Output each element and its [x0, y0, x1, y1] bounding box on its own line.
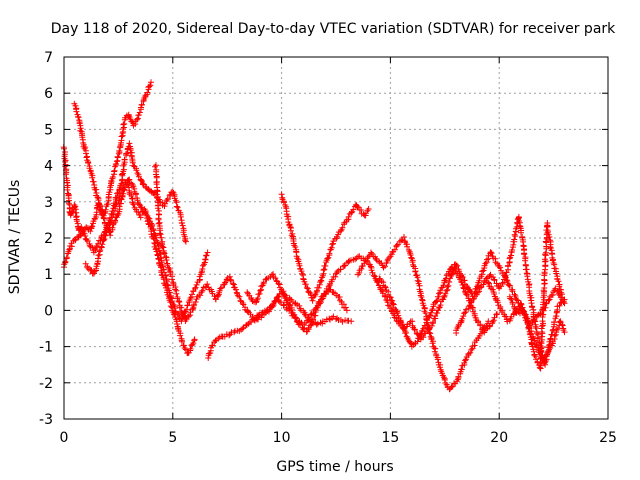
- x-tick-label: 10: [273, 430, 291, 446]
- data-points: [355, 234, 492, 393]
- x-tick-label: 5: [168, 430, 177, 446]
- x-axis-label: GPS time / hours: [276, 459, 393, 475]
- series-track-13: [485, 220, 568, 372]
- y-tick-label: -3: [39, 412, 53, 428]
- y-tick-label: 4: [44, 159, 53, 175]
- data-points: [376, 264, 500, 350]
- y-tick-label: 7: [44, 50, 53, 66]
- series-track-4: [82, 176, 211, 325]
- data-points: [244, 253, 416, 335]
- data-points: [485, 220, 568, 372]
- series-track-14: [506, 285, 566, 329]
- y-tick-label: 0: [44, 303, 53, 319]
- data-points: [278, 191, 372, 304]
- y-tick-label: 5: [44, 122, 53, 138]
- y-tick-label: 1: [44, 267, 53, 283]
- x-tick-label: 15: [381, 430, 399, 446]
- data-layer: [60, 79, 568, 393]
- y-tick-label: -2: [39, 376, 53, 392]
- chart-title: Day 118 of 2020, Sidereal Day-to-day VTE…: [51, 21, 616, 37]
- y-tick-label: 2: [44, 231, 53, 247]
- y-tick-label: -1: [39, 340, 53, 356]
- y-tick-label: 6: [44, 86, 53, 102]
- y-tick-label: 3: [44, 195, 53, 211]
- x-tick-label: 0: [60, 430, 69, 446]
- ticks: 0 5 10 15 20 25 -3 -2 -1 0 1 2 3 4 5 6 7: [39, 50, 617, 446]
- x-tick-label: 25: [599, 430, 617, 446]
- x-tick-label: 20: [490, 430, 508, 446]
- series-track-9: [355, 234, 492, 393]
- y-axis-label: SDTVAR / TECUs: [7, 180, 23, 295]
- data-points: [82, 176, 211, 325]
- series-track-10: [376, 264, 500, 350]
- grid: [64, 57, 608, 419]
- series-track-7: [278, 191, 372, 304]
- series-track-8: [244, 253, 416, 335]
- data-points: [506, 285, 566, 329]
